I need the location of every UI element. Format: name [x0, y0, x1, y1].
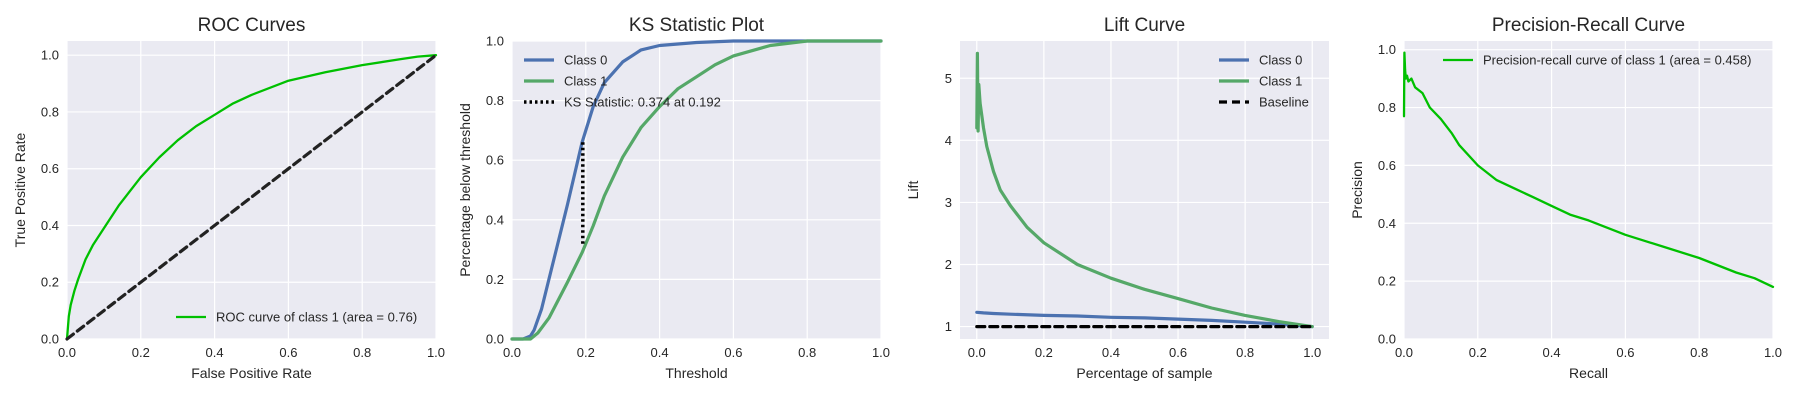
precision-recall-curve-legend-label: Precision-recall curve of class 1 (area … — [1483, 53, 1751, 68]
lift-curve-y-tick-label: 3 — [945, 195, 952, 210]
ks-statistic-plot-x-tick-label: 0.6 — [724, 345, 742, 360]
ks-statistic-plot-y-tick-label: 0.6 — [486, 153, 504, 168]
lift-curve-panel: 0.0 0.2 0.4 0.6 0.8 1.0 1 2 3 4 5 Lift Curve Percent… — [905, 15, 1329, 381]
ks-statistic-plot-x-tick-label: 0.4 — [651, 345, 669, 360]
roc-curves-y-tick-label: 0.0 — [41, 332, 59, 347]
lift-curve-legend-label: Baseline — [1259, 95, 1309, 110]
roc-curves-y-tick-label: 1.0 — [41, 48, 59, 63]
precision-recall-curve-plot-area — [1404, 41, 1773, 339]
ks-statistic-plot-x-axis-label: Threshold — [665, 365, 727, 381]
lift-curve-x-tick-label: 0.2 — [1035, 345, 1053, 360]
roc-curves-plot-area — [67, 41, 436, 339]
precision-recall-curve-title: Precision-Recall Curve — [1492, 15, 1685, 36]
ks-statistic-plot-y-tick-label: 0.8 — [486, 93, 504, 108]
precision-recall-curve-panel: 0.0 0.2 0.4 0.6 0.8 1.0 0.0 0.2 0.4 0.6 0.8 1.0 Prec… — [1349, 15, 1782, 381]
lift-curve-y-tick-label: 1 — [945, 319, 952, 334]
ks-statistic-plot-series-class-0 — [510, 39, 883, 341]
precision-recall-curve-y-tick-label: 0.0 — [1378, 332, 1396, 347]
precision-recall-curve-x-tick-label: 1.0 — [1764, 345, 1782, 360]
precision-recall-curve-x-axis-label: Recall — [1569, 365, 1608, 381]
roc-curves-x-tick-label: 0.8 — [353, 345, 371, 360]
precision-recall-curve-x-tick-label: 0.2 — [1469, 345, 1487, 360]
precision-recall-curve-y-tick-label: 0.4 — [1378, 216, 1396, 231]
precision-recall-curve-y-tick-label: 0.2 — [1378, 274, 1396, 289]
precision-recall-curve-y-axis-label: Precision — [1349, 161, 1365, 219]
roc-curves-y-tick-label: 0.2 — [41, 275, 59, 290]
precision-recall-curve-x-tick-label: 0.0 — [1395, 345, 1413, 360]
roc-curves-y-tick-label: 0.8 — [41, 104, 59, 119]
ks-statistic-plot-plot-area — [512, 41, 881, 339]
roc-curves-x-tick-label: 0.4 — [206, 345, 224, 360]
lift-curve-y-tick-label: 5 — [945, 71, 952, 86]
ks-statistic-plot-y-tick-label: 0.0 — [486, 332, 504, 347]
ks-statistic-plot-y-tick-label: 0.2 — [486, 272, 504, 287]
lift-curve-series-class-0 — [975, 310, 1314, 329]
ks-statistic-plot-legend-label: Class 0 — [564, 53, 607, 68]
ks-statistic-plot-y-tick-label: 0.4 — [486, 212, 504, 227]
precision-recall-curve-series-precision-recall-curve-of-class-1-area-0-458 — [1402, 51, 1775, 289]
ks-statistic-plot-x-tick-label: 0.0 — [503, 345, 521, 360]
roc-curves-x-tick-label: 0.2 — [132, 345, 150, 360]
roc-curves-series-reference-line — [65, 53, 438, 341]
ks-statistic-plot-title: KS Statistic Plot — [629, 15, 765, 36]
precision-recall-curve-x-tick-label: 0.8 — [1690, 345, 1708, 360]
ks-statistic-plot-y-axis-label: Percentage below threshold — [457, 103, 473, 277]
roc-curves-x-tick-label: 0.0 — [58, 345, 76, 360]
lift-curve-x-tick-label: 0.6 — [1169, 345, 1187, 360]
roc-curves-x-tick-label: 0.6 — [279, 345, 297, 360]
roc-curves-x-tick-label: 1.0 — [427, 345, 445, 360]
precision-recall-curve-y-tick-label: 0.8 — [1378, 100, 1396, 115]
lift-curve-x-tick-label: 0.4 — [1102, 345, 1120, 360]
ks-statistic-plot-legend-label: KS Statistic: 0.374 at 0.192 — [564, 95, 721, 110]
roc-curves-panel: 0.0 0.2 0.4 0.6 0.8 1.0 0.0 0.2 0.4 0.6 0.8 1.0 ROC … — [12, 15, 445, 381]
roc-curves-y-axis-label: True Positive Rate — [12, 132, 28, 247]
lift-curve-x-tick-label: 0.0 — [968, 345, 986, 360]
lift-curve-legend-label: Class 0 — [1259, 53, 1302, 68]
lift-curve-y-tick-label: 2 — [945, 257, 952, 272]
ks-statistic-plot-legend-label: Class 1 — [564, 74, 607, 89]
ks-statistic-plot-series-class-1 — [510, 39, 883, 341]
ks-statistic-plot-y-tick-label: 1.0 — [486, 34, 504, 49]
roc-curves-legend-label: ROC curve of class 1 (area = 0.76) — [216, 310, 417, 325]
precision-recall-curve-x-tick-label: 0.4 — [1543, 345, 1561, 360]
lift-curve-series-class-1 — [975, 51, 1314, 329]
lift-curve-title: Lift Curve — [1104, 15, 1185, 36]
ks-statistic-plot-panel: 0.0 0.2 0.4 0.6 0.8 1.0 0.0 0.2 0.4 0.6 0.8 1.0 KS S… — [457, 15, 890, 381]
ks-statistic-plot-x-tick-label: 1.0 — [872, 345, 890, 360]
lift-curve-x-tick-label: 0.8 — [1236, 345, 1254, 360]
roc-curves-y-tick-label: 0.6 — [41, 161, 59, 176]
roc-curves-title: ROC Curves — [198, 15, 306, 36]
roc-curves-x-axis-label: False Positive Rate — [191, 365, 312, 381]
precision-recall-curve-y-tick-label: 1.0 — [1378, 42, 1396, 57]
precision-recall-curve-y-tick-label: 0.6 — [1378, 158, 1396, 173]
lift-curve-x-tick-label: 1.0 — [1303, 345, 1321, 360]
roc-curves-y-tick-label: 0.4 — [41, 218, 59, 233]
roc-curves-series-roc-curve-of-class-1-area-0-76 — [65, 54, 438, 341]
ks-statistic-plot-x-tick-label: 0.2 — [577, 345, 595, 360]
lift-curve-x-axis-label: Percentage of sample — [1076, 365, 1212, 381]
lift-curve-y-axis-label: Lift — [905, 181, 921, 200]
precision-recall-curve-x-tick-label: 0.6 — [1616, 345, 1634, 360]
lift-curve-y-tick-label: 4 — [945, 133, 952, 148]
lift-curve-legend-label: Class 1 — [1259, 74, 1302, 89]
ks-statistic-plot-x-tick-label: 0.8 — [798, 345, 816, 360]
